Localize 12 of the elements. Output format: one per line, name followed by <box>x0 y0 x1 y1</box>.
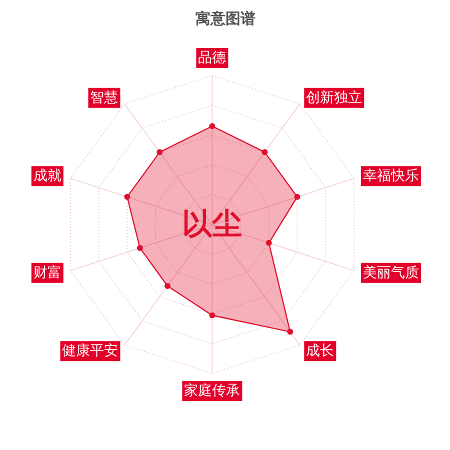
spoke-label: 创新独立 <box>306 90 362 106</box>
spoke-label: 智慧 <box>90 90 118 106</box>
spoke-label: 健康平安 <box>62 343 118 360</box>
text: 以尘 <box>182 207 242 242</box>
spoke-label: 幸福快乐 <box>362 168 419 184</box>
chart-title: 寓意图谱 <box>196 10 256 28</box>
spoke-label: 财富 <box>33 264 62 281</box>
spoke-label: 成就 <box>33 168 62 184</box>
spoke-label: 品德 <box>198 50 226 66</box>
spoke-label: 家庭传承 <box>184 382 240 399</box>
spoke-label: 美丽气质 <box>362 264 419 281</box>
spoke-label: 成长 <box>306 343 334 360</box>
